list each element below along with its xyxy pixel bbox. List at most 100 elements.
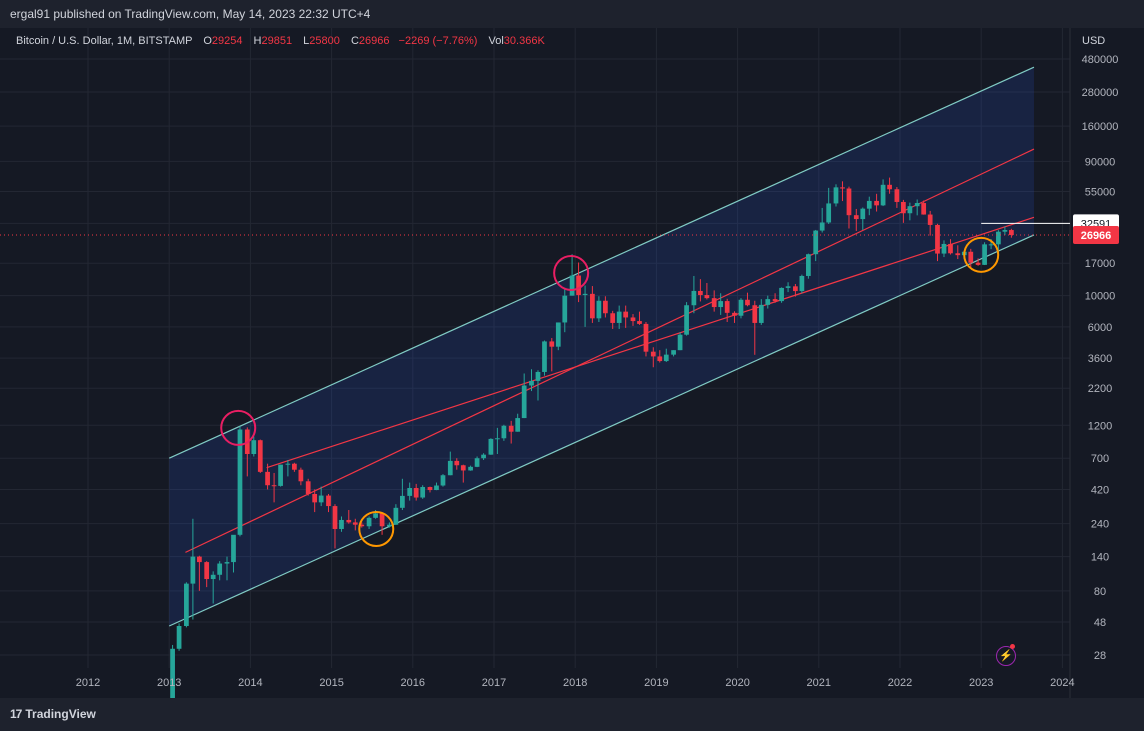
candle-down (894, 187, 900, 208)
candle-body (366, 517, 372, 527)
candle-down (704, 283, 710, 300)
flash-icon[interactable]: ⚡ (996, 646, 1016, 666)
candle-up (907, 202, 913, 221)
candle-down (413, 483, 419, 501)
currency-label[interactable]: USD (1082, 35, 1106, 47)
candle-body (866, 200, 872, 209)
candle-body (637, 321, 642, 324)
candle-body (813, 230, 819, 255)
candle-up (663, 348, 669, 362)
chart-area[interactable]: 32591 26966 28 48 80 140 240 420 700 1200 2200 360… (0, 28, 1144, 698)
legend-low: 25800 (309, 35, 340, 47)
highlight-circle-orange (963, 236, 1000, 273)
candle-body (955, 253, 961, 256)
candle-up (474, 456, 480, 468)
candle-down (204, 561, 210, 588)
x-tick-label: 2019 (644, 677, 668, 689)
candle-body (590, 293, 595, 319)
candle-down (454, 458, 460, 470)
candle-body (684, 305, 689, 335)
legend-open-label: O (203, 35, 212, 47)
x-tick-label: 2013 (157, 677, 181, 689)
candle-down (292, 462, 297, 472)
candle-body (447, 460, 453, 476)
candle-up (833, 184, 839, 207)
candle-down (793, 284, 798, 297)
candle-body (623, 311, 629, 318)
channel-mid-upper-line (185, 148, 1035, 553)
candle-body (427, 487, 433, 491)
candle-body (711, 298, 717, 308)
tradingview-logo-icon: 17 (10, 707, 22, 721)
candle-body (914, 203, 920, 207)
candle-down (1009, 228, 1014, 238)
candle-down (346, 510, 352, 524)
y-tick-label: 1200 (1088, 420, 1112, 432)
y-tick-label: 90000 (1085, 156, 1116, 168)
candle-up (866, 196, 872, 216)
candle-down (711, 290, 717, 312)
candle-body (400, 495, 405, 508)
candle-body (826, 203, 832, 223)
candle-down (508, 420, 514, 444)
candle-up (434, 482, 439, 491)
x-tick-label: 2023 (969, 677, 993, 689)
candle-down (305, 478, 311, 496)
channel-fill (169, 67, 1034, 626)
candle-body (968, 251, 974, 263)
candle-up (176, 623, 182, 651)
candle-up (718, 293, 724, 315)
y-tick-label: 55000 (1085, 186, 1116, 198)
candle-body (359, 524, 365, 527)
x-tick-label: 2014 (238, 677, 262, 689)
candles (170, 177, 1014, 698)
footer: 17 TradingView (0, 698, 1144, 731)
legend-high: 29851 (261, 35, 293, 47)
candle-body (176, 625, 182, 649)
candle-body (495, 438, 500, 440)
x-tick-label: 2022 (888, 677, 912, 689)
candle-up (596, 296, 602, 322)
channel-upper-line (168, 66, 1035, 459)
candle-down (955, 245, 961, 260)
candle-up (813, 229, 819, 262)
candle-up (184, 582, 189, 628)
candle-body (921, 203, 927, 215)
candle-body (555, 322, 561, 347)
legend-vol: 30.366K (503, 35, 545, 47)
candle-body (799, 275, 805, 292)
candle-body (468, 466, 473, 471)
candle-up (880, 179, 886, 207)
candle-down (379, 512, 385, 535)
candle-down (326, 493, 331, 513)
candle-body (793, 286, 798, 292)
candle-body (231, 534, 236, 563)
candle-body (251, 440, 257, 455)
candle-up (495, 427, 500, 455)
candle-body (657, 356, 663, 362)
candle-up (501, 424, 507, 441)
candle-body (339, 519, 344, 529)
y-tick-label: 420 (1091, 484, 1109, 496)
legend-low-label: L (303, 35, 310, 47)
time-axis[interactable]: 2012 2013 2014 2015 2016 2017 2018 2019 2020 2021… (76, 677, 1075, 689)
candle-up (982, 242, 987, 266)
candle-up (555, 322, 561, 351)
candle-body (907, 206, 913, 214)
price-axis[interactable]: 28 48 80 140 240 420 700 1200 2200 3600 6000 10000 1… (1082, 54, 1119, 662)
candle-up (521, 373, 527, 419)
candle-up (387, 522, 392, 528)
publish-line: ergal91 published on TradingView.com, Ma… (10, 7, 371, 21)
candle-body (379, 513, 385, 527)
candle-body (1002, 230, 1008, 232)
candle-down (927, 210, 933, 236)
candle-down (460, 464, 466, 483)
tradingview-logo[interactable]: 17 TradingView (10, 707, 96, 721)
y-tick-label: 140 (1091, 552, 1109, 564)
candle-body (982, 244, 987, 265)
candle-up (190, 518, 196, 620)
candle-body (224, 562, 230, 564)
candle-up (826, 187, 832, 224)
